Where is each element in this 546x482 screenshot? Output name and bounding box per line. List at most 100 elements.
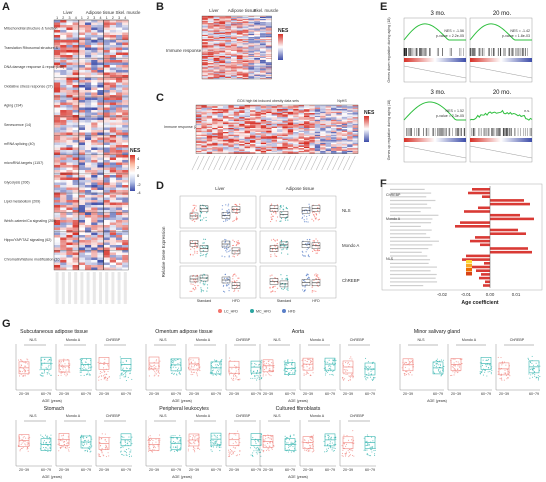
data-point: [193, 366, 195, 368]
heatmap-cell: [97, 47, 104, 51]
data-point: [292, 372, 294, 374]
heatmap-cell: [72, 22, 79, 26]
x-tick: 20~39: [59, 392, 69, 396]
heatmap-cell: [109, 122, 117, 126]
heatmap-cell: [242, 74, 249, 76]
data-point: [309, 364, 311, 366]
data-point: [314, 211, 316, 213]
heatmap-cell: [72, 37, 79, 41]
data-point: [193, 207, 196, 210]
heatmap-cell: [293, 142, 299, 145]
heatmap-cell: [206, 123, 213, 126]
heatmap-cell: [304, 149, 310, 151]
heatmap-cell: [213, 68, 220, 70]
heatmap-cell: [116, 95, 123, 98]
heatmap-cell: [97, 235, 104, 238]
heatmap-cell: [201, 141, 207, 143]
heatmap-cell: [85, 145, 92, 148]
heatmap-cell: [60, 37, 67, 41]
heatmap-cell: [233, 152, 240, 154]
heatmap-cell: [97, 112, 104, 116]
data-point: [83, 374, 85, 376]
heatmap-cell: [260, 127, 267, 130]
heatmap-cell: [91, 22, 98, 26]
data-point: [269, 364, 271, 366]
data-point: [59, 361, 61, 363]
heatmap-cell: [239, 113, 245, 115]
heatmap-cell: [260, 115, 267, 118]
heatmap-cell: [298, 132, 305, 134]
heatmap-cell: [314, 152, 321, 154]
heatmap-cell: [266, 137, 272, 139]
heatmap-cell: [109, 77, 117, 81]
coefficient-bar: [479, 276, 490, 280]
heatmap-cell: [207, 21, 214, 23]
heatmap-cell: [265, 51, 272, 53]
heatmap-cell: [217, 146, 224, 149]
tissue-title: Minor salivary gland: [414, 329, 460, 335]
heatmap-cell: [352, 122, 359, 124]
data-point: [47, 372, 49, 374]
heatmap-cell: [223, 150, 229, 153]
heatmap-cell: [66, 105, 73, 108]
heatmap-cell: [225, 35, 232, 38]
heatmap-cell: [260, 70, 266, 72]
heatmap-cell: [109, 190, 117, 193]
heatmap-cell: [66, 222, 73, 226]
heatmap-cell: [228, 129, 234, 131]
heatmap-cell: [54, 30, 61, 33]
heatmap-cell: [122, 110, 129, 113]
heatmap-cell: [78, 175, 86, 178]
data-point: [317, 285, 319, 288]
heatmap-cell: [219, 64, 226, 66]
coefficient-bar: [464, 210, 490, 213]
heatmap-cell: [293, 105, 299, 107]
heatmap-cell: [219, 59, 226, 61]
heatmap-cell: [60, 90, 67, 93]
heatmap-cell: [213, 16, 220, 18]
data-point: [279, 220, 281, 223]
heatmap-cell: [217, 130, 224, 133]
heatmap-cell: [260, 74, 266, 76]
heatmap-cell: [201, 109, 207, 111]
heatmap-cell: [207, 40, 214, 42]
heatmap-cell: [266, 141, 272, 143]
heatmap-cell: [225, 47, 232, 49]
heatmap-cell: [265, 39, 272, 41]
data-point: [274, 240, 276, 242]
data-point: [254, 363, 256, 365]
heatmap-cell: [265, 43, 272, 45]
heatmap-cell: [103, 207, 110, 211]
heatmap-cell: [228, 145, 234, 147]
heatmap-cell: [231, 40, 237, 42]
data-point: [293, 372, 295, 374]
heatmap-cell: [196, 137, 202, 139]
heatmap-cell: [109, 20, 117, 23]
heatmap-cell: [85, 195, 92, 198]
heatmap-cell: [298, 118, 305, 120]
data-point: [177, 369, 179, 371]
heatmap-cell: [109, 130, 117, 133]
heatmap-cell: [239, 140, 245, 142]
row-label-stub: [390, 251, 422, 253]
g-xlabel: AGE (years): [172, 399, 192, 403]
heatmap-cell: [97, 185, 104, 188]
heatmap-cell: [225, 38, 232, 40]
heatmap-cell: [66, 182, 73, 186]
heatmap-cell: [103, 60, 110, 63]
heatmap-cell: [97, 105, 104, 108]
heatmap-cell: [282, 132, 288, 134]
heatmap-cell: [201, 145, 207, 147]
heatmap-cell: [325, 115, 332, 118]
heatmap-cell: [103, 157, 110, 161]
tissue-label-adipose: Adipose tissue: [228, 8, 257, 13]
data-point: [229, 357, 231, 359]
heatmap-cell: [109, 80, 117, 83]
heatmap-cell: [91, 120, 98, 123]
data-point: [301, 216, 304, 218]
heatmap-cell: [202, 22, 208, 24]
heatmap-cell: [66, 175, 73, 178]
heatmap-cell: [207, 54, 214, 56]
data-point: [234, 203, 236, 206]
panel-b-legend: NES: [278, 28, 288, 60]
